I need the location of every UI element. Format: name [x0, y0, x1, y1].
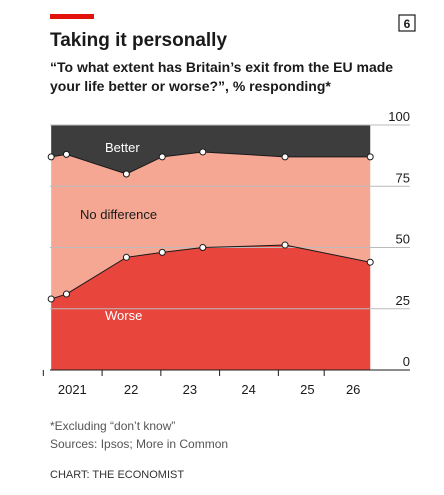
series-label: Better [105, 140, 140, 155]
series-label: Worse [105, 308, 142, 323]
x-tick-label: 2021 [58, 382, 87, 397]
x-tick-label: 24 [241, 382, 255, 397]
series-label: No difference [80, 207, 157, 222]
y-tick-label: 75 [396, 170, 410, 185]
x-tick-label: 25 [300, 382, 314, 397]
point [366, 153, 374, 161]
source: Sources: Ipsos; More in Common [50, 437, 228, 451]
plot: 0 25 50 75 100 Worse No difference Better 2021 22… [42, 109, 410, 397]
point [158, 153, 166, 161]
point [62, 290, 70, 298]
y-tick-label: 0 [403, 354, 410, 369]
area [51, 245, 371, 370]
credit: CHART: THE ECONOMIST [50, 469, 184, 481]
page-box [398, 14, 416, 32]
point [199, 148, 207, 156]
point [281, 153, 289, 161]
x-tick-label: 22 [124, 382, 138, 397]
point [62, 150, 70, 158]
area [51, 125, 371, 174]
page-number: 6 [404, 17, 411, 31]
y-tick-label: 100 [388, 109, 410, 124]
point [47, 295, 55, 303]
chart-title: Taking it personally [50, 30, 227, 51]
point [47, 153, 55, 161]
x-tick-label: 23 [183, 382, 197, 397]
subtitle-box: “To what extent has Britain’s exit from … [50, 59, 394, 94]
point [281, 241, 289, 249]
point [366, 258, 374, 266]
point [122, 253, 130, 261]
y-tick-label: 25 [396, 293, 410, 308]
area [51, 151, 371, 299]
point [199, 244, 207, 251]
accent-bar [50, 14, 94, 19]
y-tick-label: 50 [396, 232, 410, 247]
point [158, 248, 166, 256]
point [122, 170, 130, 178]
footnote: *Excluding “don’t know” [50, 419, 175, 433]
x-tick-label: 26 [346, 382, 360, 397]
chart-subtitle: “To what extent has Britain’s exit from … [50, 59, 394, 94]
